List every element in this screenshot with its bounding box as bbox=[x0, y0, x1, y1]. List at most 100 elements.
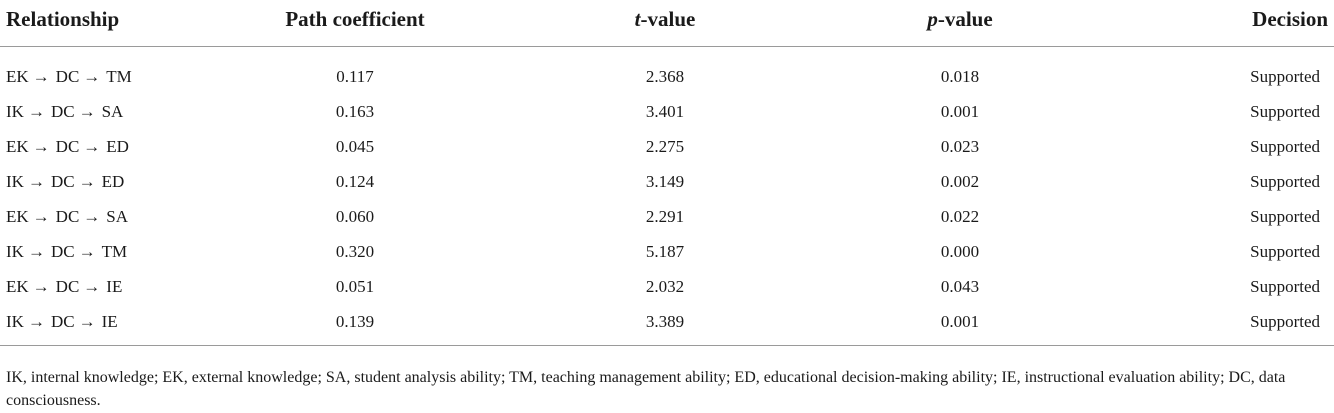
mediation-results-table: Relationship Path coefficient t-value p-… bbox=[0, 0, 1334, 346]
relationship-cell: EK → DC → SA bbox=[0, 199, 210, 234]
arrow-icon: → bbox=[32, 66, 50, 86]
path-coefficient-cell: 0.124 bbox=[335, 171, 375, 191]
relationship-cell: EK → DC → ED bbox=[0, 129, 210, 164]
relationship-from: EK bbox=[6, 276, 29, 296]
path-coefficient-cell: 0.117 bbox=[336, 66, 374, 86]
relationship-from: IK bbox=[6, 101, 24, 121]
relationship-outcome: SA bbox=[101, 101, 124, 121]
arrow-icon: → bbox=[32, 276, 50, 296]
relationship-outcome: IE bbox=[101, 311, 118, 331]
relationship-mediator: DC bbox=[55, 276, 80, 296]
relationship-outcome: TM bbox=[101, 241, 128, 261]
relationship-cell: EK → DC → TM bbox=[0, 47, 210, 95]
relationship-cell: IK → DC → ED bbox=[0, 164, 210, 199]
p-value-cell: 0.022 bbox=[940, 206, 980, 226]
arrow-icon: → bbox=[32, 206, 50, 226]
arrow-icon: → bbox=[27, 311, 45, 331]
table-row: EK → DC → ED 0.045 2.275 0.023 Supported bbox=[0, 129, 1334, 164]
relationship-mediator: DC bbox=[55, 136, 80, 156]
path-coefficient-cell: 0.320 bbox=[335, 241, 375, 261]
relationship-outcome: SA bbox=[106, 206, 129, 226]
header-t-symbol: t bbox=[634, 6, 641, 31]
path-coefficient-cell: 0.045 bbox=[335, 136, 375, 156]
arrow-icon: → bbox=[32, 136, 50, 156]
header-p-value: p-value bbox=[830, 0, 1090, 47]
arrow-icon: → bbox=[78, 101, 96, 121]
t-value-cell: 2.275 bbox=[645, 136, 685, 156]
decision-cell: Supported bbox=[1250, 276, 1320, 296]
header-p-symbol: p bbox=[927, 6, 938, 31]
arrow-icon: → bbox=[27, 101, 45, 121]
relationship-mediator: DC bbox=[50, 171, 75, 191]
p-value-cell: 0.023 bbox=[940, 136, 980, 156]
t-value-cell: 2.291 bbox=[645, 206, 685, 226]
path-coefficient-cell: 0.163 bbox=[335, 101, 375, 121]
relationship-from: EK bbox=[6, 206, 29, 226]
results-table-container: Relationship Path coefficient t-value p-… bbox=[0, 0, 1334, 346]
arrow-icon: → bbox=[83, 206, 101, 226]
t-value-cell: 5.187 bbox=[645, 241, 685, 261]
header-t-suffix: -value bbox=[640, 6, 696, 31]
relationship-from: IK bbox=[6, 171, 24, 191]
arrow-icon: → bbox=[27, 241, 45, 261]
table-row: EK → DC → IE 0.051 2.032 0.043 Supported bbox=[0, 269, 1334, 304]
arrow-icon: → bbox=[27, 171, 45, 191]
path-coefficient-cell: 0.139 bbox=[335, 311, 375, 331]
header-decision: Decision bbox=[1252, 6, 1328, 31]
p-value-cell: 0.043 bbox=[940, 276, 980, 296]
t-value-cell: 2.368 bbox=[645, 66, 685, 86]
relationship-outcome: ED bbox=[106, 136, 129, 156]
table-row: IK → DC → ED 0.124 3.149 0.002 Supported bbox=[0, 164, 1334, 199]
relationship-outcome: ED bbox=[101, 171, 125, 191]
relationship-from: IK bbox=[6, 311, 24, 331]
decision-cell: Supported bbox=[1250, 66, 1320, 86]
relationship-cell: EK → DC → IE bbox=[0, 269, 210, 304]
relationship-from: EK bbox=[6, 66, 29, 86]
arrow-icon: → bbox=[78, 171, 96, 191]
table-row: IK → DC → TM 0.320 5.187 0.000 Supported bbox=[0, 234, 1334, 269]
table-row: IK → DC → SA 0.163 3.401 0.001 Supported bbox=[0, 94, 1334, 129]
relationship-mediator: DC bbox=[50, 241, 75, 261]
arrow-icon: → bbox=[78, 311, 96, 331]
table-header-row: Relationship Path coefficient t-value p-… bbox=[0, 0, 1334, 47]
arrow-icon: → bbox=[83, 276, 101, 296]
decision-cell: Supported bbox=[1250, 136, 1320, 156]
decision-cell: Supported bbox=[1250, 101, 1320, 121]
arrow-icon: → bbox=[83, 136, 101, 156]
t-value-cell: 2.032 bbox=[645, 276, 685, 296]
p-value-cell: 0.018 bbox=[940, 66, 980, 86]
decision-cell: Supported bbox=[1250, 206, 1320, 226]
p-value-cell: 0.000 bbox=[940, 241, 980, 261]
p-value-cell: 0.002 bbox=[940, 171, 980, 191]
relationship-mediator: DC bbox=[50, 101, 75, 121]
decision-cell: Supported bbox=[1250, 171, 1320, 191]
p-value-cell: 0.001 bbox=[940, 311, 980, 331]
table-row: IK → DC → IE 0.139 3.389 0.001 Supported bbox=[0, 304, 1334, 346]
t-value-cell: 3.389 bbox=[645, 311, 685, 331]
table-footnote: IK, internal knowledge; EK, external kno… bbox=[6, 369, 1286, 409]
relationship-mediator: DC bbox=[55, 206, 80, 226]
relationship-mediator: DC bbox=[55, 66, 80, 86]
relationship-outcome: IE bbox=[106, 276, 123, 296]
decision-cell: Supported bbox=[1250, 241, 1320, 261]
table-body: EK → DC → TM 0.117 2.368 0.018 Supported IK → DC → SA… bbox=[0, 47, 1334, 346]
table-row: EK → DC → TM 0.117 2.368 0.018 Supported bbox=[0, 47, 1334, 95]
t-value-cell: 3.149 bbox=[645, 171, 685, 191]
arrow-icon: → bbox=[78, 241, 96, 261]
path-coefficient-cell: 0.060 bbox=[335, 206, 375, 226]
path-coefficient-cell: 0.051 bbox=[335, 276, 375, 296]
header-p-suffix: -value bbox=[937, 6, 993, 31]
relationship-from: EK bbox=[6, 136, 29, 156]
relationship-cell: IK → DC → TM bbox=[0, 234, 210, 269]
relationship-cell: IK → DC → SA bbox=[0, 94, 210, 129]
relationship-mediator: DC bbox=[50, 311, 75, 331]
header-relationship: Relationship bbox=[6, 6, 120, 31]
relationship-from: IK bbox=[6, 241, 24, 261]
t-value-cell: 3.401 bbox=[645, 101, 685, 121]
header-t-value: t-value bbox=[500, 0, 830, 47]
p-value-cell: 0.001 bbox=[940, 101, 980, 121]
header-path-coefficient: Path coefficient bbox=[285, 6, 425, 31]
relationship-outcome: TM bbox=[106, 66, 132, 86]
table-row: EK → DC → SA 0.060 2.291 0.022 Supported bbox=[0, 199, 1334, 234]
arrow-icon: → bbox=[83, 66, 101, 86]
